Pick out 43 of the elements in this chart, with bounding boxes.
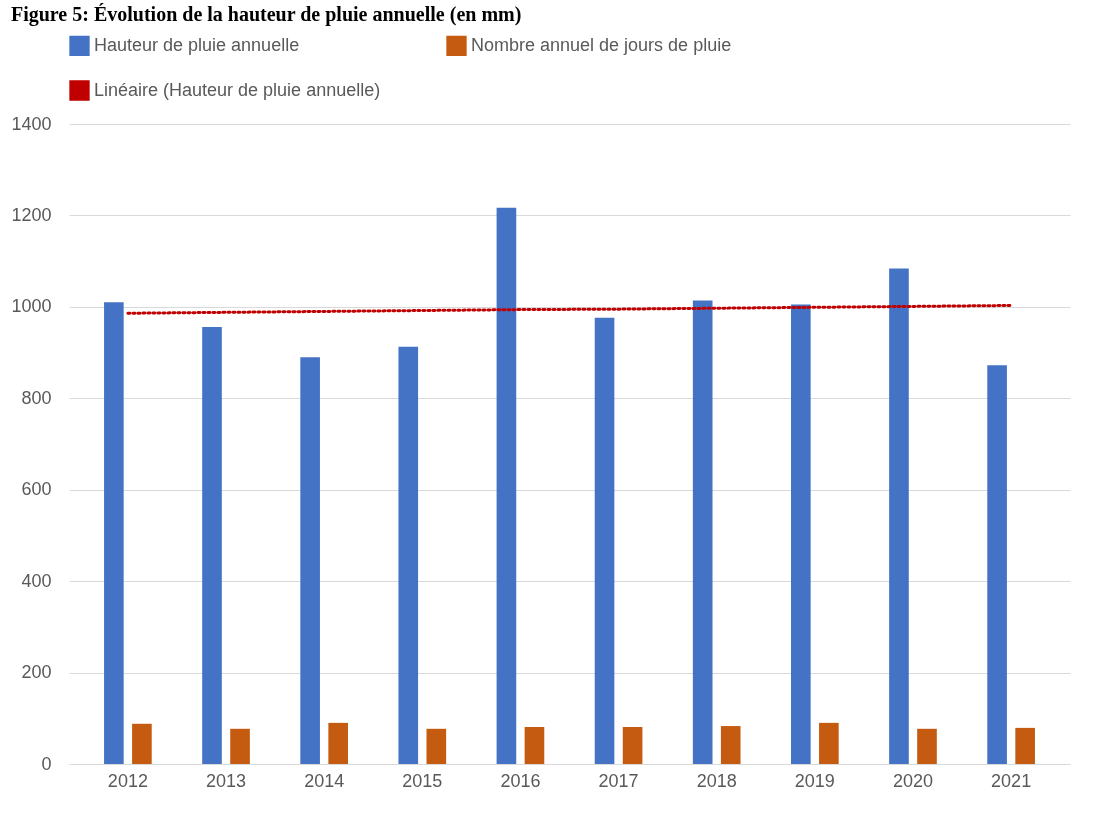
chart-title: Figure 5: Évolution de la hauteur de pluie annuelle (en mm) xyxy=(10,3,522,26)
bar xyxy=(917,728,937,764)
x-tick-label: 2021 xyxy=(991,770,1032,791)
bar xyxy=(819,722,839,764)
bar xyxy=(328,722,348,764)
bar xyxy=(202,326,222,764)
x-tick-label: 2014 xyxy=(304,770,345,791)
y-tick-label: 1000 xyxy=(11,296,52,317)
legend-label: Hauteur de pluie annuelle xyxy=(94,34,300,55)
bar xyxy=(230,728,250,764)
bar xyxy=(426,728,447,764)
x-tick-label: 2015 xyxy=(402,770,443,791)
x-tick-label: 2020 xyxy=(892,770,933,791)
x-tick-label: 2012 xyxy=(107,770,148,791)
x-tick-label: 2019 xyxy=(794,770,835,791)
bar xyxy=(398,346,419,764)
x-tick-label: 2013 xyxy=(206,770,247,791)
bar xyxy=(692,300,713,764)
bar xyxy=(720,726,741,764)
bar xyxy=(104,302,124,764)
y-tick-label: 1400 xyxy=(11,113,52,134)
y-tick-label: 400 xyxy=(21,570,52,591)
x-tick-label: 2018 xyxy=(696,770,737,791)
bar xyxy=(496,207,517,764)
bar xyxy=(791,304,811,764)
x-tick-label: 2017 xyxy=(598,770,639,791)
y-tick-label: 800 xyxy=(21,387,52,408)
y-tick-label: 200 xyxy=(21,662,52,683)
bar xyxy=(622,726,643,764)
x-tick-label: 2016 xyxy=(500,770,541,791)
bar xyxy=(132,723,152,764)
bar xyxy=(987,365,1007,764)
bar xyxy=(524,726,545,764)
y-tick-label: 1200 xyxy=(11,204,52,225)
bar xyxy=(300,357,320,764)
legend-label: Nombre annuel de jours de pluie xyxy=(471,34,732,55)
line-series xyxy=(126,303,1013,315)
bar xyxy=(1015,727,1035,764)
bar xyxy=(889,268,909,764)
y-tick-label: 600 xyxy=(21,479,52,500)
bar xyxy=(594,317,615,764)
y-tick-label: 0 xyxy=(41,753,52,774)
legend-label: Linéaire (Hauteur de pluie annuelle) xyxy=(94,79,381,100)
